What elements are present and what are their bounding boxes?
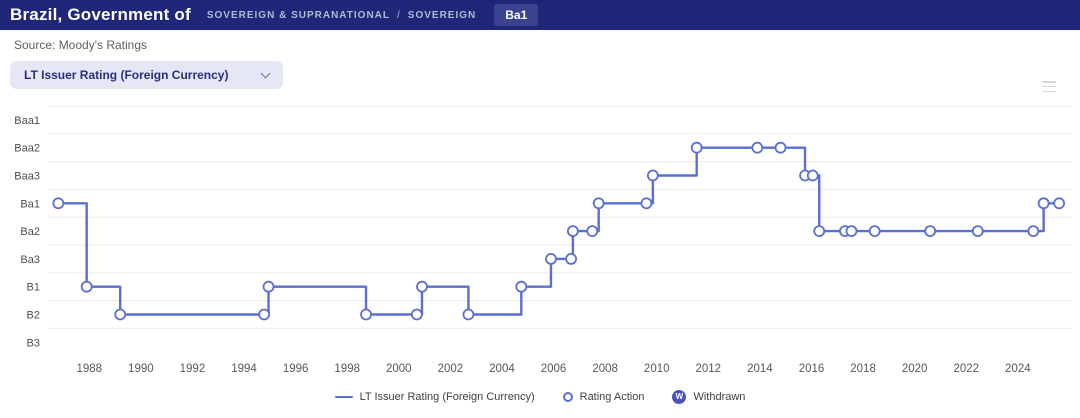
withdrawn-marker-icon: W [672, 390, 687, 404]
source-label: Source: Moody's Ratings [14, 38, 148, 52]
chart-menu-icon[interactable] [1042, 81, 1056, 92]
svg-text:Ba3: Ba3 [20, 254, 40, 266]
breadcrumb-separator: / [397, 9, 401, 21]
breadcrumb-subsector[interactable]: SOVEREIGN [407, 9, 477, 21]
svg-text:Baa2: Baa2 [14, 143, 40, 155]
page-title: Brazil, Government of [10, 5, 191, 24]
svg-text:2016: 2016 [799, 363, 825, 375]
svg-text:2000: 2000 [386, 363, 412, 375]
svg-text:Baa3: Baa3 [14, 171, 40, 183]
svg-text:2002: 2002 [438, 363, 464, 375]
current-rating-badge: Ba1 [494, 4, 539, 26]
chevron-down-icon [260, 68, 271, 78]
svg-text:B2: B2 [27, 310, 40, 322]
svg-text:2012: 2012 [696, 363, 722, 375]
legend-withdrawn-label: Withdrawn [693, 391, 746, 403]
legend-item-series[interactable]: LT Issuer Rating (Foreign Currency) [334, 391, 535, 403]
rating-action-marker-icon [562, 392, 573, 402]
svg-text:Ba2: Ba2 [20, 226, 40, 238]
svg-text:1992: 1992 [180, 363, 206, 375]
title-bar: Brazil, Government of SOVEREIGN & SUPRAN… [0, 0, 1080, 30]
svg-text:1990: 1990 [128, 363, 154, 375]
svg-text:B3: B3 [27, 337, 40, 349]
svg-text:2004: 2004 [489, 363, 515, 375]
svg-text:1988: 1988 [76, 363, 102, 375]
svg-text:2006: 2006 [541, 363, 567, 375]
rating-type-dropdown[interactable]: LT Issuer Rating (Foreign Currency) [10, 61, 283, 89]
svg-text:2020: 2020 [902, 363, 928, 375]
svg-text:2008: 2008 [592, 363, 618, 375]
line-sample-icon [334, 395, 353, 399]
svg-text:2024: 2024 [1005, 363, 1031, 375]
legend-series-label: LT Issuer Rating (Foreign Currency) [359, 391, 535, 403]
svg-text:2010: 2010 [644, 363, 670, 375]
svg-text:Ba1: Ba1 [20, 198, 40, 210]
svg-text:B1: B1 [27, 282, 40, 294]
chart-legend: LT Issuer Rating (Foreign Currency) Rati… [0, 388, 1080, 406]
legend-rating-action-label: Rating Action [579, 391, 645, 403]
legend-item-withdrawn[interactable]: W Withdrawn [672, 390, 745, 404]
svg-text:2014: 2014 [747, 363, 773, 375]
svg-text:1994: 1994 [231, 363, 257, 375]
svg-text:1996: 1996 [283, 363, 309, 375]
svg-text:2022: 2022 [953, 363, 979, 375]
svg-text:1998: 1998 [334, 363, 360, 375]
svg-text:2018: 2018 [850, 363, 876, 375]
legend-item-rating-action[interactable]: Rating Action [562, 391, 645, 403]
breadcrumb-sector[interactable]: SOVEREIGN & SUPRANATIONAL [206, 9, 391, 21]
breadcrumb: SOVEREIGN & SUPRANATIONAL / SOVEREIGN [207, 10, 476, 21]
svg-text:Baa1: Baa1 [14, 115, 40, 127]
rating-type-dropdown-value: LT Issuer Rating (Foreign Currency) [24, 68, 229, 82]
